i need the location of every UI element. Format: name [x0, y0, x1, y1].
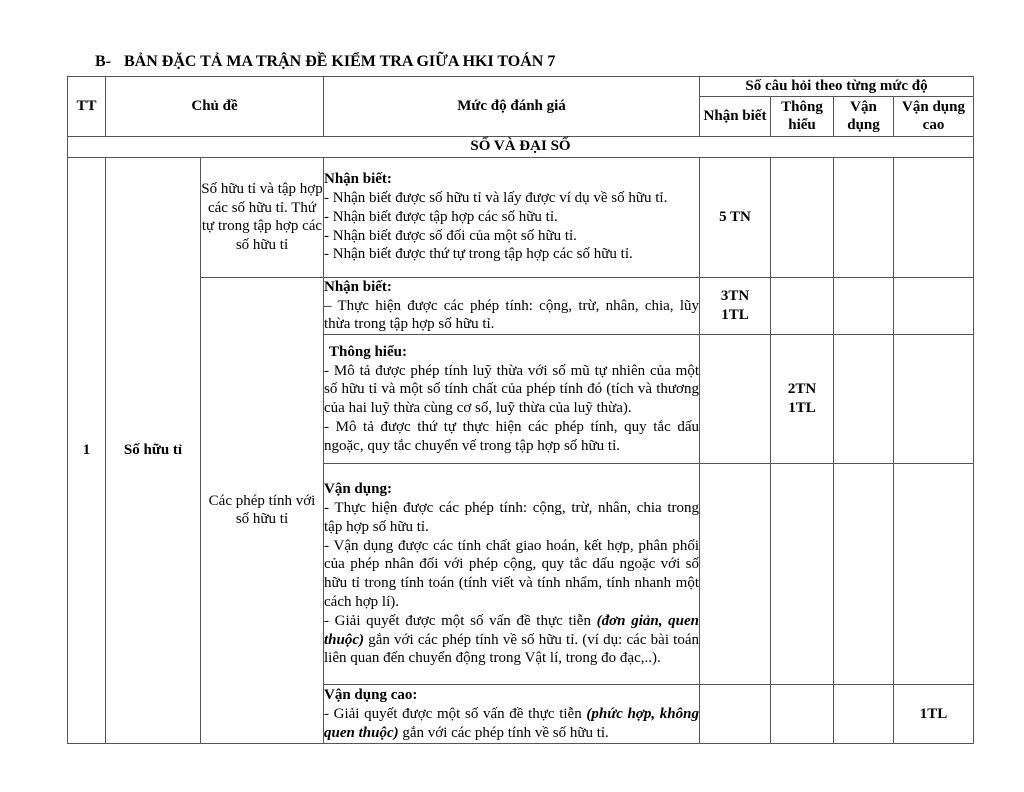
bullet-text: - Giải quyết được một số vấn đề thực tiễ…	[324, 612, 597, 629]
bullet: - Nhận biết được số hữu tỉ và lấy được v…	[324, 190, 668, 207]
empty-cell	[833, 334, 894, 465]
matrix-table: TT Chủ đề Mức độ đánh giá Số câu hỏi the…	[67, 76, 974, 745]
bullet: - Mô tả được thứ tự thực hiện các phép t…	[324, 418, 699, 454]
bullet-emphasis: (đơn giản, quen thuộc)	[324, 612, 699, 648]
header-level-van-dung-cao: Vận dụng cao	[893, 95, 974, 137]
assessment-cell-thong-hieu: Thông hiểu: - Mô tả được phép tính luỹ t…	[323, 334, 700, 465]
bullet: – Thực hiện được các phép tính: cộng, tr…	[324, 297, 699, 333]
document-title: B- BẢN ĐẶC TẢ MA TRẬN ĐỀ KIỂM TRA GIỮA HK…	[95, 53, 555, 71]
bullet-emphasis: (phức hợp, không quen thuộc)	[324, 705, 699, 741]
title-text: BẢN ĐẶC TẢ MA TRẬN ĐỀ KIỂM TRA GIỮA HKI …	[124, 53, 556, 70]
count-van-dung-cao: 1TL	[893, 684, 974, 745]
bullet: - Vận dụng được các tính chất giao hoán,…	[324, 537, 699, 610]
header-level-van-dung: Vận dụng	[833, 95, 894, 137]
header-so-cau-hoi: Số câu hỏi theo từng mức độ	[699, 76, 974, 97]
subtopic-cell-2: Các phép tính với số hữu tỉ	[200, 276, 324, 745]
header-chu-de: Chủ đề	[105, 76, 324, 137]
empty-cell	[833, 684, 894, 745]
table-row: 1 Số hữu tỉ Số hữu tỉ và tập hợp các số …	[67, 156, 974, 745]
assessment-cell-van-dung-cao: Vận dụng cao: - Giải quyết được một số v…	[323, 684, 700, 745]
empty-cell	[893, 156, 974, 278]
bullet: - Nhận biết được số đối của một số hữu t…	[324, 227, 577, 244]
empty-cell	[770, 684, 834, 745]
assessment-cell-nhan-biet-1: Nhận biết: - Nhận biết được số hữu tỉ và…	[323, 156, 700, 278]
title-prefix: B-	[95, 53, 111, 70]
empty-cell	[833, 156, 894, 278]
bullet: - Nhận biết được thứ tự trong tập hợp cá…	[324, 246, 633, 263]
count-nhan-biet-1: 5 TN	[699, 156, 771, 278]
table-row: Thông hiểu: - Mô tả được phép tính luỹ t…	[68, 334, 974, 465]
empty-cell	[699, 463, 771, 686]
bullet-rich: - Giải quyết được một số vấn đề thực tiễ…	[324, 705, 699, 743]
empty-cell	[833, 276, 894, 336]
topic-cell: Số hữu tỉ	[105, 156, 201, 745]
count-line: 2TN	[787, 381, 817, 398]
count-nhan-biet-2: 3TN 1TL	[699, 276, 771, 336]
section-title: SỐ VÀ ĐẠI SỐ	[67, 135, 974, 158]
count-line: 3TN	[720, 288, 750, 305]
count-line: 1TL	[721, 306, 749, 323]
subtopic-cell-1: Số hữu tỉ và tập hợp các số hữu tỉ. Thứ …	[200, 156, 324, 278]
empty-cell	[893, 463, 974, 686]
header-level-thong-hieu: Thông hiểu	[770, 95, 834, 137]
bullet: - Mô tả được phép tính luỹ thừa với số m…	[324, 362, 699, 417]
level-label: Nhận biết:	[324, 171, 392, 188]
level-label: Vận dụng cao:	[324, 686, 418, 703]
header-row-2: Nhận biết Thông hiểu Vận dụng Vận dụng c…	[68, 95, 974, 137]
header-row-1: TT Chủ đề Mức độ đánh giá Số câu hỏi the…	[67, 76, 974, 137]
section-row: SỐ VÀ ĐẠI SỐ	[67, 135, 974, 158]
empty-cell	[770, 463, 834, 686]
header-muc-do-danh-gia: Mức độ đánh giá	[323, 76, 700, 137]
table-row: Vận dụng: - Thực hiện được các phép tính…	[68, 463, 974, 686]
empty-cell	[893, 276, 974, 336]
header-level-nhan-biet: Nhận biết	[699, 95, 771, 137]
bullet: - Nhận biết được tập hợp các số hữu tỉ.	[324, 208, 558, 225]
table-row: Các phép tính với số hữu tỉ Nhận biết: –…	[68, 276, 974, 745]
empty-cell	[699, 684, 771, 745]
bullet-text: gắn với các phép tính về số hữu tỉ. (ví …	[324, 631, 699, 667]
bullet: - Thực hiện được các phép tính: cộng, tr…	[324, 500, 699, 535]
header-tt: TT	[67, 76, 106, 137]
empty-cell	[699, 334, 771, 465]
bullet-rich: - Giải quyết được một số vấn đề thực tiễ…	[324, 612, 699, 668]
empty-cell	[893, 334, 974, 465]
empty-cell	[770, 276, 834, 336]
level-label: Vận dụng:	[324, 481, 392, 498]
level-label: Nhận biết:	[324, 278, 392, 295]
bullet-text: gắn với các phép tính về số hữu tỉ.	[398, 724, 609, 741]
count-thong-hieu: 2TN 1TL	[770, 334, 834, 465]
bullet-text: - Giải quyết được một số vấn đề thực tiễ…	[324, 705, 587, 722]
row-number-cell: 1	[67, 156, 106, 745]
table-row: Vận dụng cao: - Giải quyết được một số v…	[68, 684, 974, 745]
assessment-cell-van-dung: Vận dụng: - Thực hiện được các phép tính…	[323, 463, 700, 686]
count-line: 1TL	[788, 400, 816, 417]
empty-cell	[833, 463, 894, 686]
empty-cell	[770, 156, 834, 278]
level-label: Thông hiểu:	[329, 343, 407, 360]
assessment-cell-nhan-biet-2: Nhận biết: – Thực hiện được các phép tín…	[323, 276, 700, 336]
